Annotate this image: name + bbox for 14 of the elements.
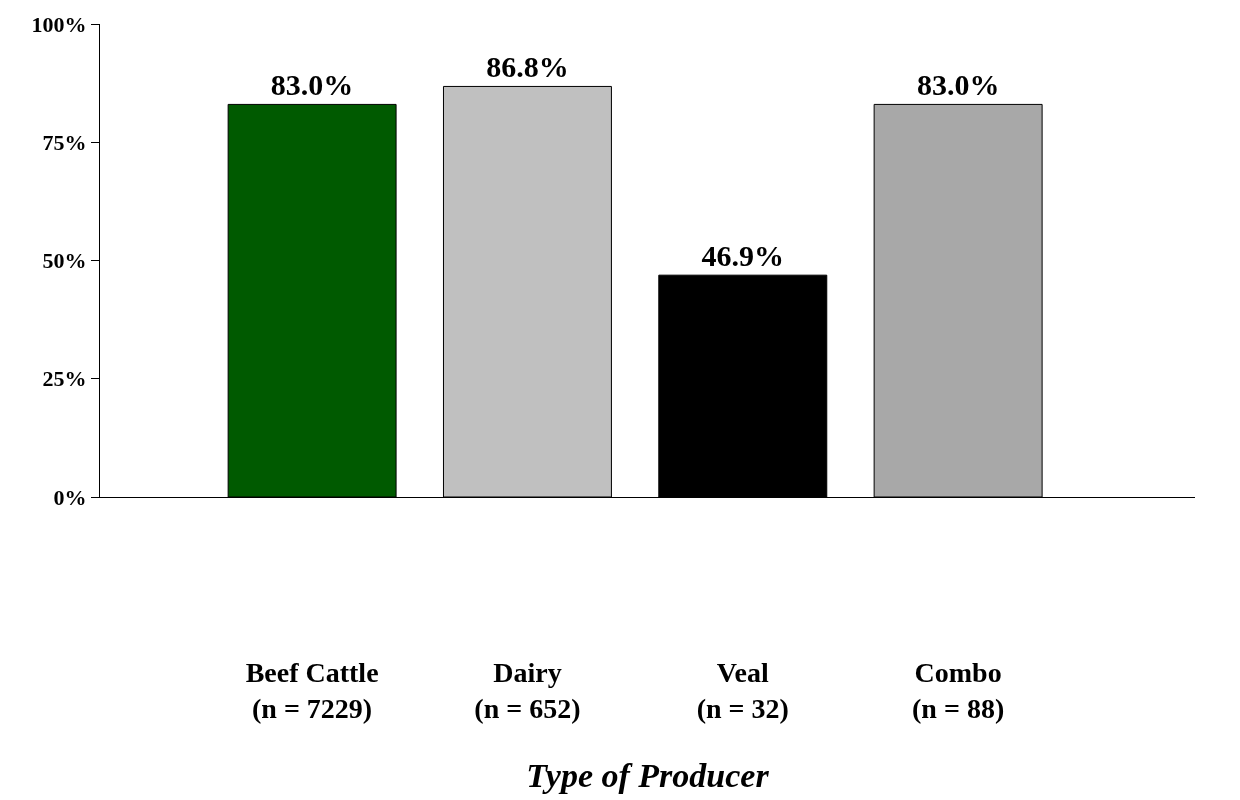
- x-axis-title: Type of Producer: [526, 757, 770, 795]
- x-tick-label: Beef Cattle (n = 7229): [245, 656, 379, 724]
- y-tick-label: 0%: [53, 484, 87, 510]
- y-tick-label: 50%: [42, 248, 87, 274]
- data-label: 83.0%: [916, 68, 1000, 102]
- y-tick-label: 25%: [42, 366, 87, 392]
- x-tick-label: Dairy (n = 652): [474, 656, 581, 724]
- data-label: 46.9%: [701, 239, 785, 273]
- data-label: 83.0%: [270, 68, 354, 102]
- y-tick-label: 75%: [42, 129, 87, 155]
- x-tick-label: Veal (n = 32): [696, 656, 789, 724]
- data-label: 86.8%: [486, 50, 569, 84]
- x-tick-label: Combo (n = 88): [912, 656, 1005, 724]
- y-tick-label: 100%: [31, 11, 87, 37]
